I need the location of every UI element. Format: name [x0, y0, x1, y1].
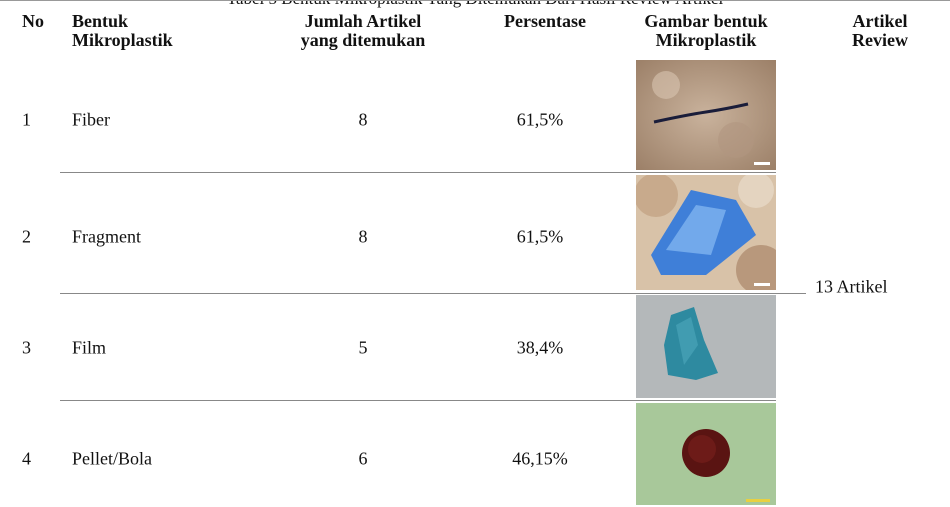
top-rule: [0, 0, 950, 1]
cell-no: 1: [22, 109, 31, 130]
header-gambar: Gambar bentuk Mikroplastik: [644, 12, 767, 50]
cell-count: 8: [358, 226, 368, 247]
header-jumlah: Jumlah Artikel yang ditemukan: [301, 12, 426, 50]
cell-shape: Pellet/Bola: [72, 448, 152, 469]
image-fragment: [636, 175, 776, 290]
cell-no: 4: [22, 448, 31, 469]
cell-no: 3: [22, 337, 31, 358]
cell-percent: 61,5%: [516, 226, 564, 247]
cell-percent: 61,5%: [516, 109, 564, 130]
cell-shape: Fiber: [72, 109, 110, 130]
row-rule: [60, 400, 776, 401]
cell-shape: Film: [72, 337, 107, 358]
row-rule: [60, 293, 806, 294]
cell-count: 6: [358, 448, 368, 469]
cell-no: 2: [22, 226, 31, 247]
header-text: Jumlah Artikel: [304, 11, 422, 31]
header-no: No: [22, 12, 44, 31]
header-text: Bentuk: [72, 11, 129, 31]
row-rule: [60, 172, 776, 173]
header-bentuk: Bentuk Mikroplastik: [72, 12, 173, 50]
header-review: Artikel Review: [852, 12, 908, 50]
header-text: Mikroplastik: [655, 30, 757, 50]
image-film: [636, 295, 776, 398]
cell-count: 5: [358, 337, 368, 358]
header-persentase: Persentase: [504, 12, 586, 31]
header-text: Mikroplastik: [72, 30, 173, 50]
image-pellet: [636, 403, 776, 505]
header-text: Persentase: [504, 11, 586, 31]
cell-review: 13 Artikel: [815, 276, 888, 297]
header-text: No: [22, 11, 44, 31]
cell-percent: 38,4%: [516, 337, 564, 358]
header-text: Review: [852, 30, 908, 50]
cell-percent: 46,15%: [512, 448, 568, 469]
caption: Tabel 5 Bentuk Mikroplastik Yang Ditemuk…: [227, 0, 723, 9]
image-fiber: [636, 60, 776, 170]
cell-count: 8: [358, 109, 368, 130]
header-text: Gambar bentuk: [644, 11, 768, 31]
header-text: Artikel: [852, 11, 908, 31]
cell-shape: Fragment: [72, 226, 141, 247]
header-text: yang ditemukan: [300, 30, 426, 50]
